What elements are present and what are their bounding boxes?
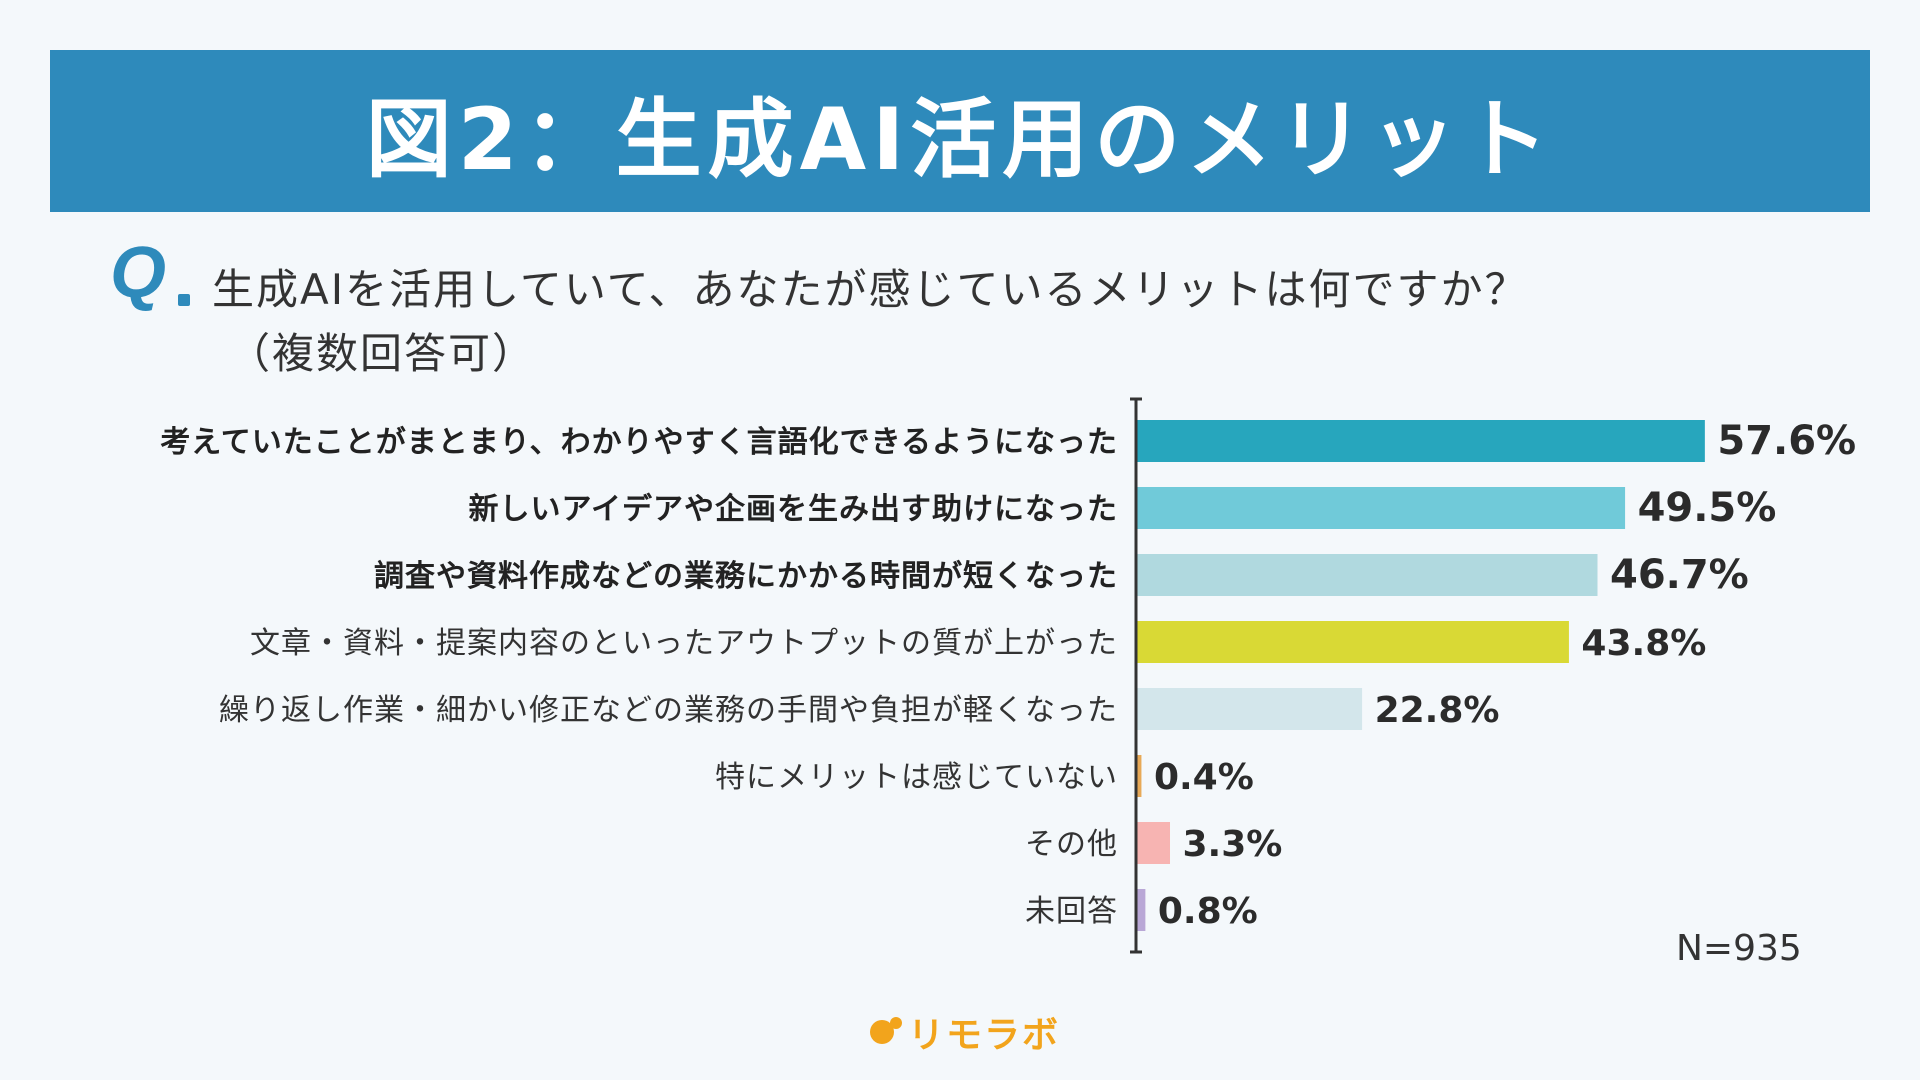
bar-6 bbox=[1137, 822, 1171, 864]
bar-2 bbox=[1137, 554, 1598, 596]
value-label-3: 43.8% bbox=[1581, 623, 1706, 664]
value-label-2: 46.7% bbox=[1610, 552, 1749, 598]
value-label-6: 3.3% bbox=[1183, 824, 1283, 865]
category-label-2: 調査や資料作成などの業務にかかる時間が短くなった bbox=[374, 559, 1118, 594]
logo-small-dot-icon bbox=[890, 1017, 902, 1029]
question-text: 生成AIを活用していて、あなたが感じているメリットは何ですか？ bbox=[212, 265, 1529, 314]
question-note: （複数回答可） bbox=[228, 329, 537, 378]
brand-logo: リモラボ bbox=[870, 1006, 1060, 1058]
value-label-0: 57.6% bbox=[1717, 418, 1856, 464]
value-label-1: 49.5% bbox=[1638, 485, 1777, 531]
bar-7 bbox=[1137, 889, 1146, 931]
category-label-3: 文章・資料・提案内容のといったアウトプットの質が上がった bbox=[250, 626, 1118, 661]
q-icon: Q bbox=[110, 233, 167, 313]
category-label-5: 特にメリットは感じていない bbox=[715, 760, 1118, 795]
bar-3 bbox=[1137, 621, 1569, 663]
bar-5 bbox=[1137, 755, 1142, 797]
q-dot-icon bbox=[178, 294, 190, 306]
bar-4 bbox=[1137, 688, 1363, 730]
value-label-7: 0.8% bbox=[1158, 891, 1258, 932]
category-label-1: 新しいアイデアや企画を生み出す助けになった bbox=[469, 492, 1119, 527]
chart-title: 図2：生成AI活用のメリット bbox=[365, 89, 1555, 190]
value-label-5: 0.4% bbox=[1154, 757, 1254, 798]
bar-0 bbox=[1137, 420, 1705, 462]
logo-text: リモラボ bbox=[908, 1015, 1061, 1056]
category-label-4: 繰り返し作業・細かい修正などの業務の手間や負担が軽くなった bbox=[219, 693, 1118, 728]
category-label-0: 考えていたことがまとまり、わかりやすく言語化できるようになった bbox=[160, 425, 1118, 460]
sample-size: N=935 bbox=[1676, 928, 1802, 969]
value-label-4: 22.8% bbox=[1375, 690, 1500, 731]
title-banner: 図2：生成AI活用のメリット bbox=[50, 50, 1870, 212]
category-label-7: 未回答 bbox=[1025, 894, 1118, 929]
category-label-6: その他 bbox=[1025, 827, 1118, 862]
bar-1 bbox=[1137, 487, 1626, 529]
